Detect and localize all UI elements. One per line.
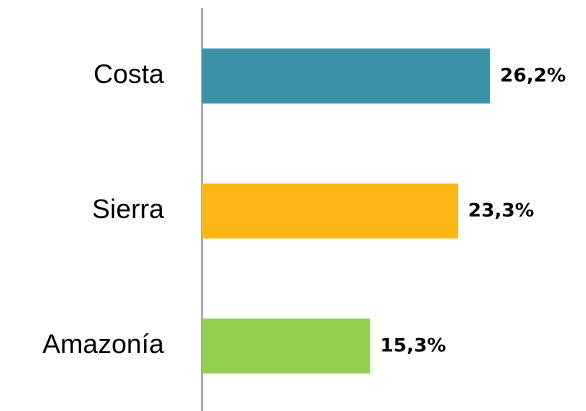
category-label: Amazonía [42, 329, 165, 359]
value-label: 23,3% [468, 200, 534, 222]
bar [202, 318, 371, 374]
category-label: Sierra [92, 194, 165, 224]
bar [202, 48, 490, 104]
value-label: 26,2% [500, 65, 566, 87]
bar [202, 183, 459, 239]
category-label: Costa [93, 59, 165, 89]
value-label: 15,3% [380, 335, 446, 357]
